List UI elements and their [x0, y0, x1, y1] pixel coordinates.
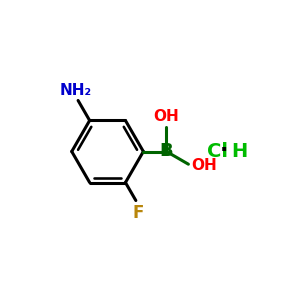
Text: B: B [160, 142, 173, 160]
Text: OH: OH [154, 110, 179, 124]
Text: ·: · [220, 140, 228, 160]
Text: H: H [231, 142, 247, 161]
Text: OH: OH [191, 158, 217, 173]
Text: F: F [133, 204, 144, 222]
Text: NH₂: NH₂ [60, 83, 92, 98]
Text: Cl: Cl [207, 142, 228, 161]
